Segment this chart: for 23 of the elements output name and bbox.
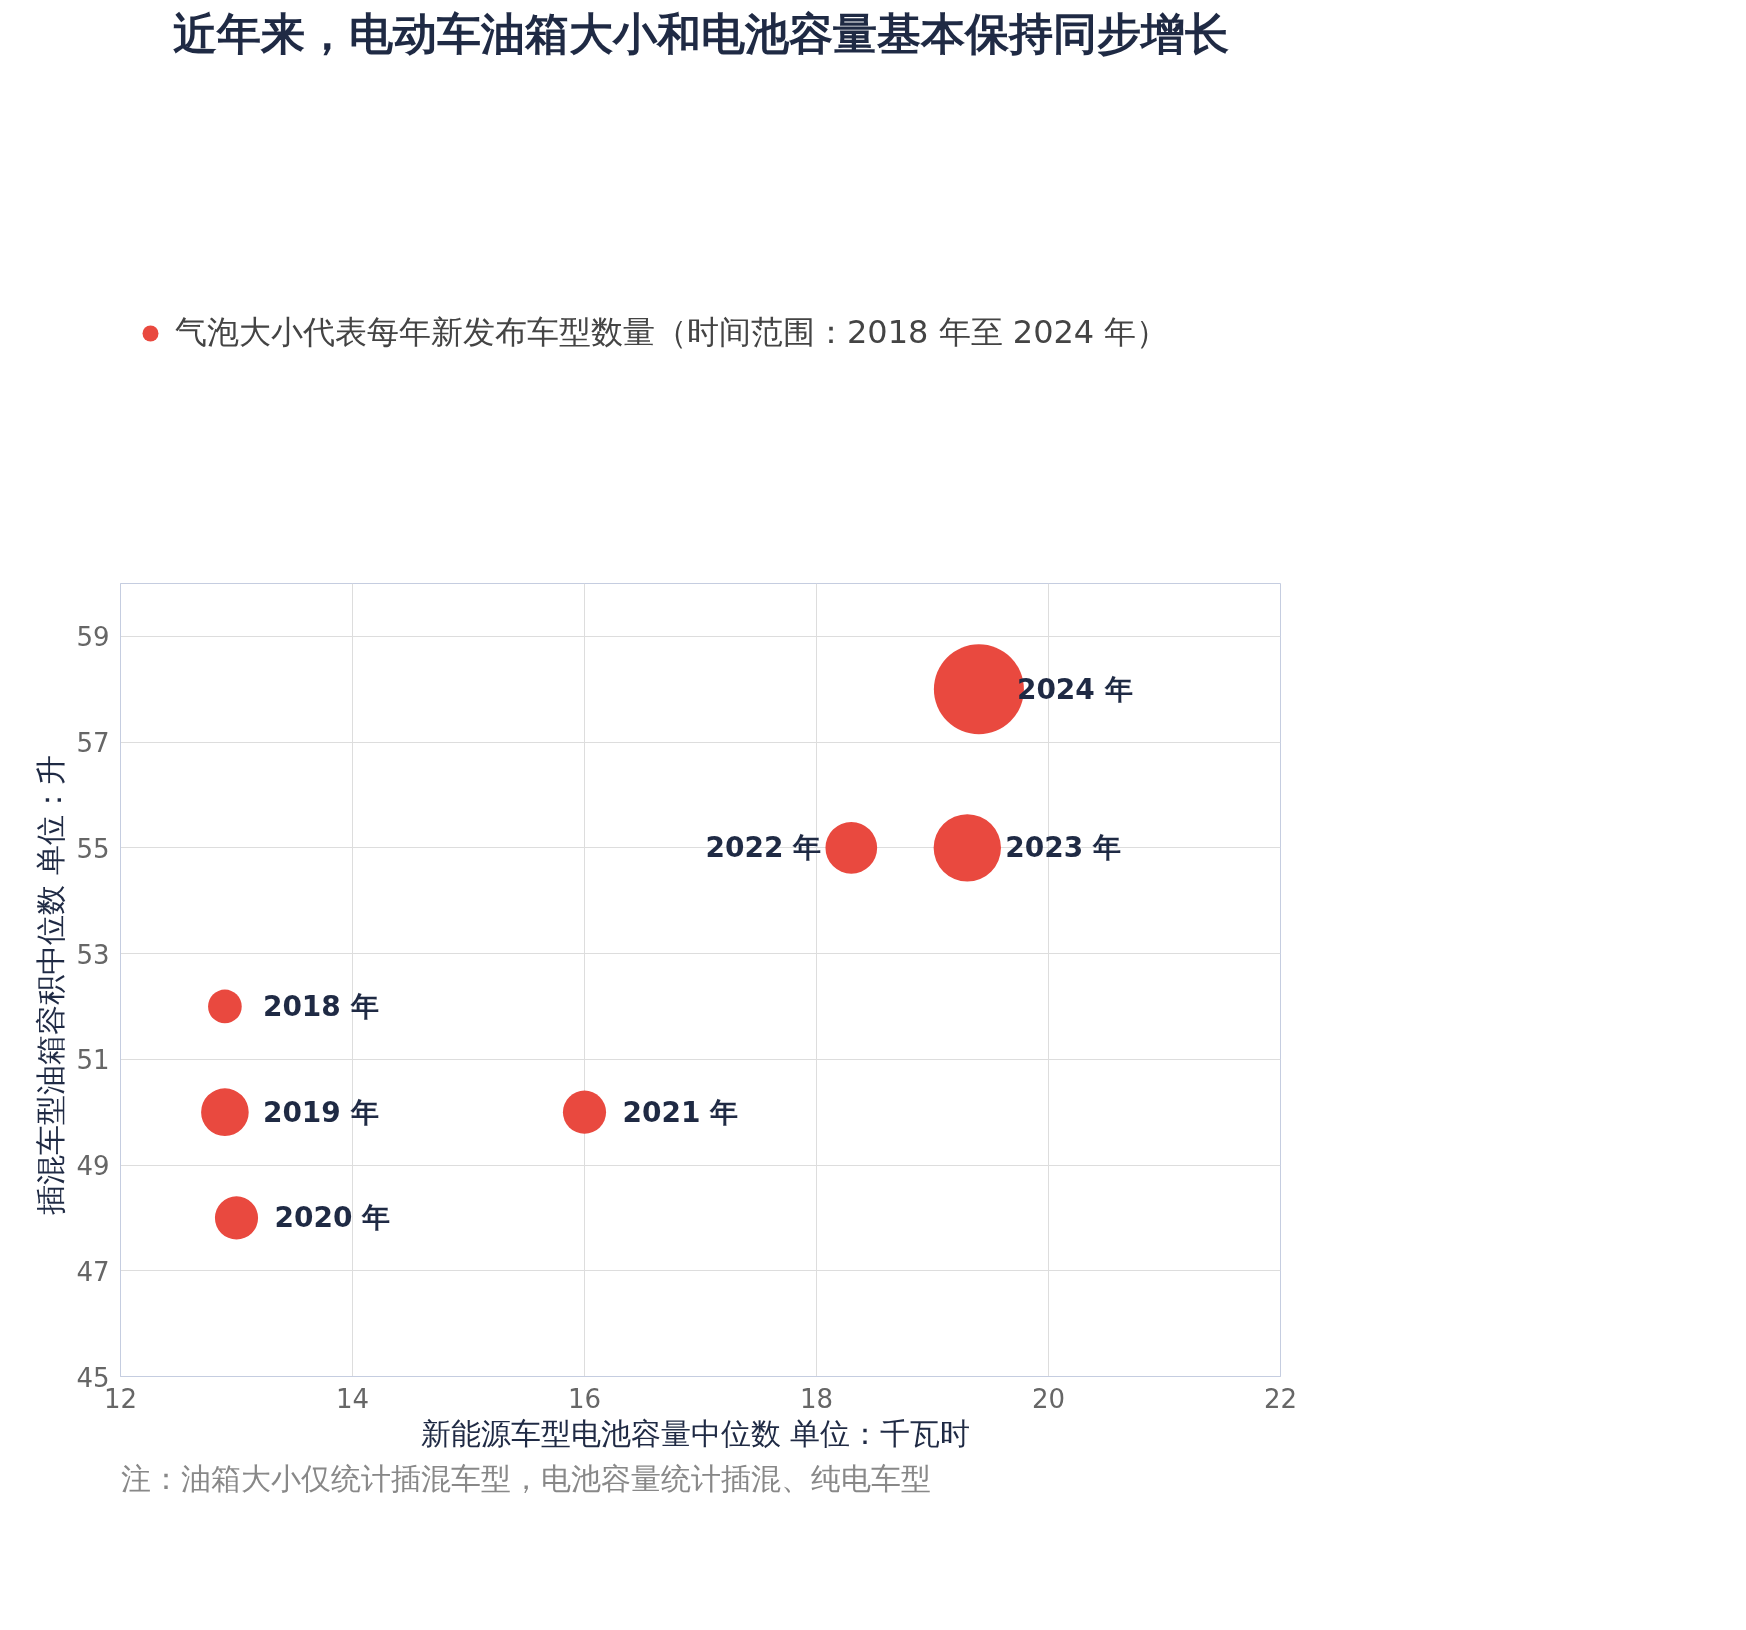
annotation: 2021 年	[622, 1095, 739, 1129]
y-tick-label: 51	[76, 1045, 110, 1076]
annotation: 2022 年	[705, 831, 822, 865]
y-axis-title: 插混车型油箱容积中位数 单位：升	[33, 754, 69, 1215]
annotation: 2019 年	[262, 1095, 379, 1129]
x-tick-label: 18	[799, 1383, 834, 1414]
y-tick-label: 57	[76, 728, 110, 759]
annotation: 2020 年	[274, 1201, 391, 1235]
x-tick-label: 16	[567, 1383, 602, 1414]
text: 注：油箱大小仅统计插混车型，电池容量统计插混、纯电车型	[120, 1460, 931, 1496]
x-axis-title: 新能源车型电池容量中位数 单位：千瓦时	[420, 1415, 971, 1451]
y-tick-label: 59	[76, 622, 110, 653]
y-tick-label: 47	[76, 1256, 110, 1287]
chart-title: 近年来，电动车油箱大小和电池容量基本保持同步增长	[172, 7, 1229, 59]
x-tick-label: 14	[335, 1383, 370, 1414]
x-tick-label: 22	[1263, 1383, 1298, 1414]
y-tick-label: 53	[76, 939, 110, 970]
annotation: 2023 年	[1005, 831, 1121, 865]
y-tick-label: 55	[76, 833, 110, 864]
legend-label: 气泡大小代表每年新发布车型数量（时间范围：2018 年至 2024 年）	[175, 312, 1169, 353]
y-tick-label: 49	[76, 1151, 110, 1182]
annotation: 2018 年	[262, 989, 379, 1023]
x-tick-label: 20	[1031, 1383, 1066, 1414]
